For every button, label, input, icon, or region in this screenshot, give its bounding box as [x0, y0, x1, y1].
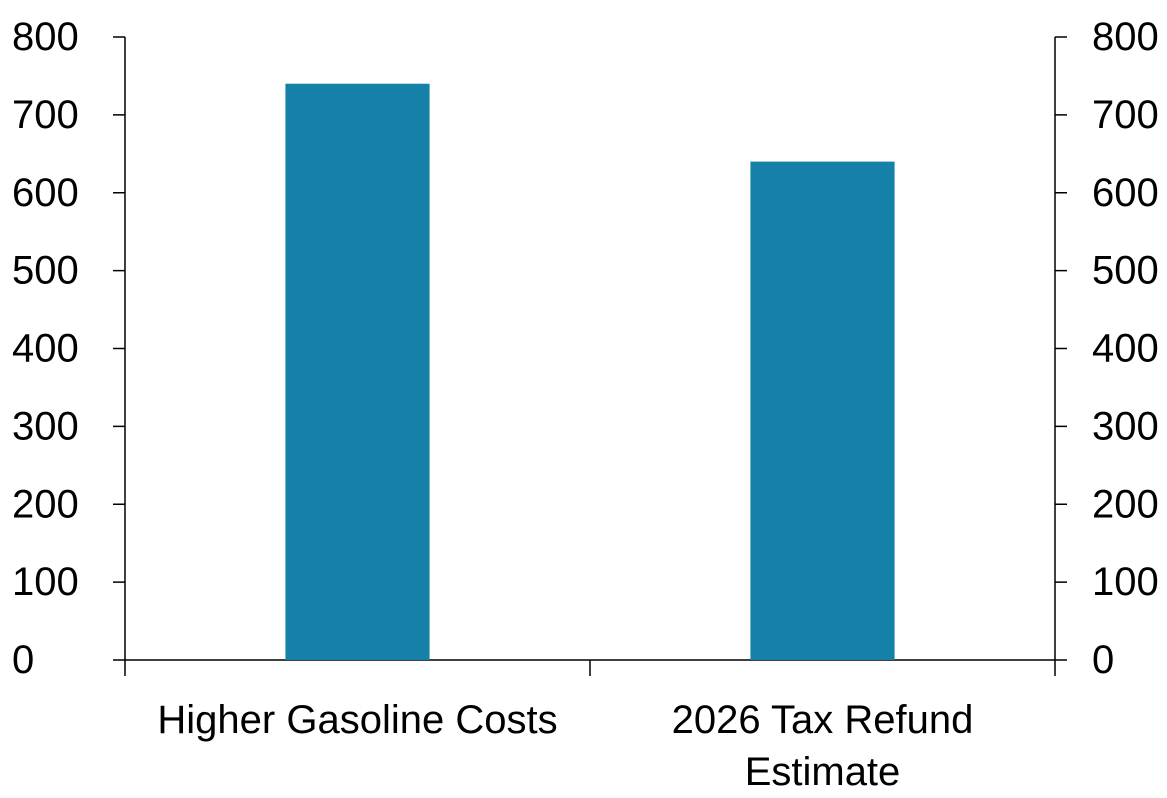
x-category-label: Estimate — [745, 750, 901, 793]
y-tick-label-left: 300 — [12, 404, 79, 448]
y-tick-label-right: 0 — [1092, 638, 1114, 682]
bar-2 — [750, 161, 895, 660]
x-category-label: 2026 Tax Refund — [672, 698, 974, 742]
y-tick-label-left: 600 — [12, 171, 79, 215]
y-tick-label-right: 300 — [1092, 404, 1159, 448]
y-tick-label-left: 700 — [12, 93, 79, 137]
y-tick-label-right: 800 — [1092, 15, 1159, 59]
y-tick-label-right: 600 — [1092, 171, 1159, 215]
y-tick-label-left: 800 — [12, 15, 79, 59]
x-category-label: Higher Gasoline Costs — [157, 698, 557, 742]
y-tick-label-right: 100 — [1092, 560, 1159, 604]
y-tick-label-right: 400 — [1092, 327, 1159, 371]
y-tick-label-right: 500 — [1092, 249, 1159, 293]
y-tick-label-left: 100 — [12, 560, 79, 604]
bar-1 — [285, 83, 430, 661]
y-tick-label-left: 500 — [12, 249, 79, 293]
labels: 0 0 100 100 200 200 300 300 400 400 500 500 600 600 70… — [12, 15, 1159, 794]
y-tick-label-right: 200 — [1092, 482, 1159, 526]
y-tick-label-left: 200 — [12, 482, 79, 526]
y-tick-label-left: 400 — [12, 327, 79, 371]
bars — [285, 83, 895, 661]
y-tick-label-left: 0 — [12, 638, 34, 682]
y-tick-label-right: 700 — [1092, 93, 1159, 137]
axes — [113, 36, 1067, 676]
